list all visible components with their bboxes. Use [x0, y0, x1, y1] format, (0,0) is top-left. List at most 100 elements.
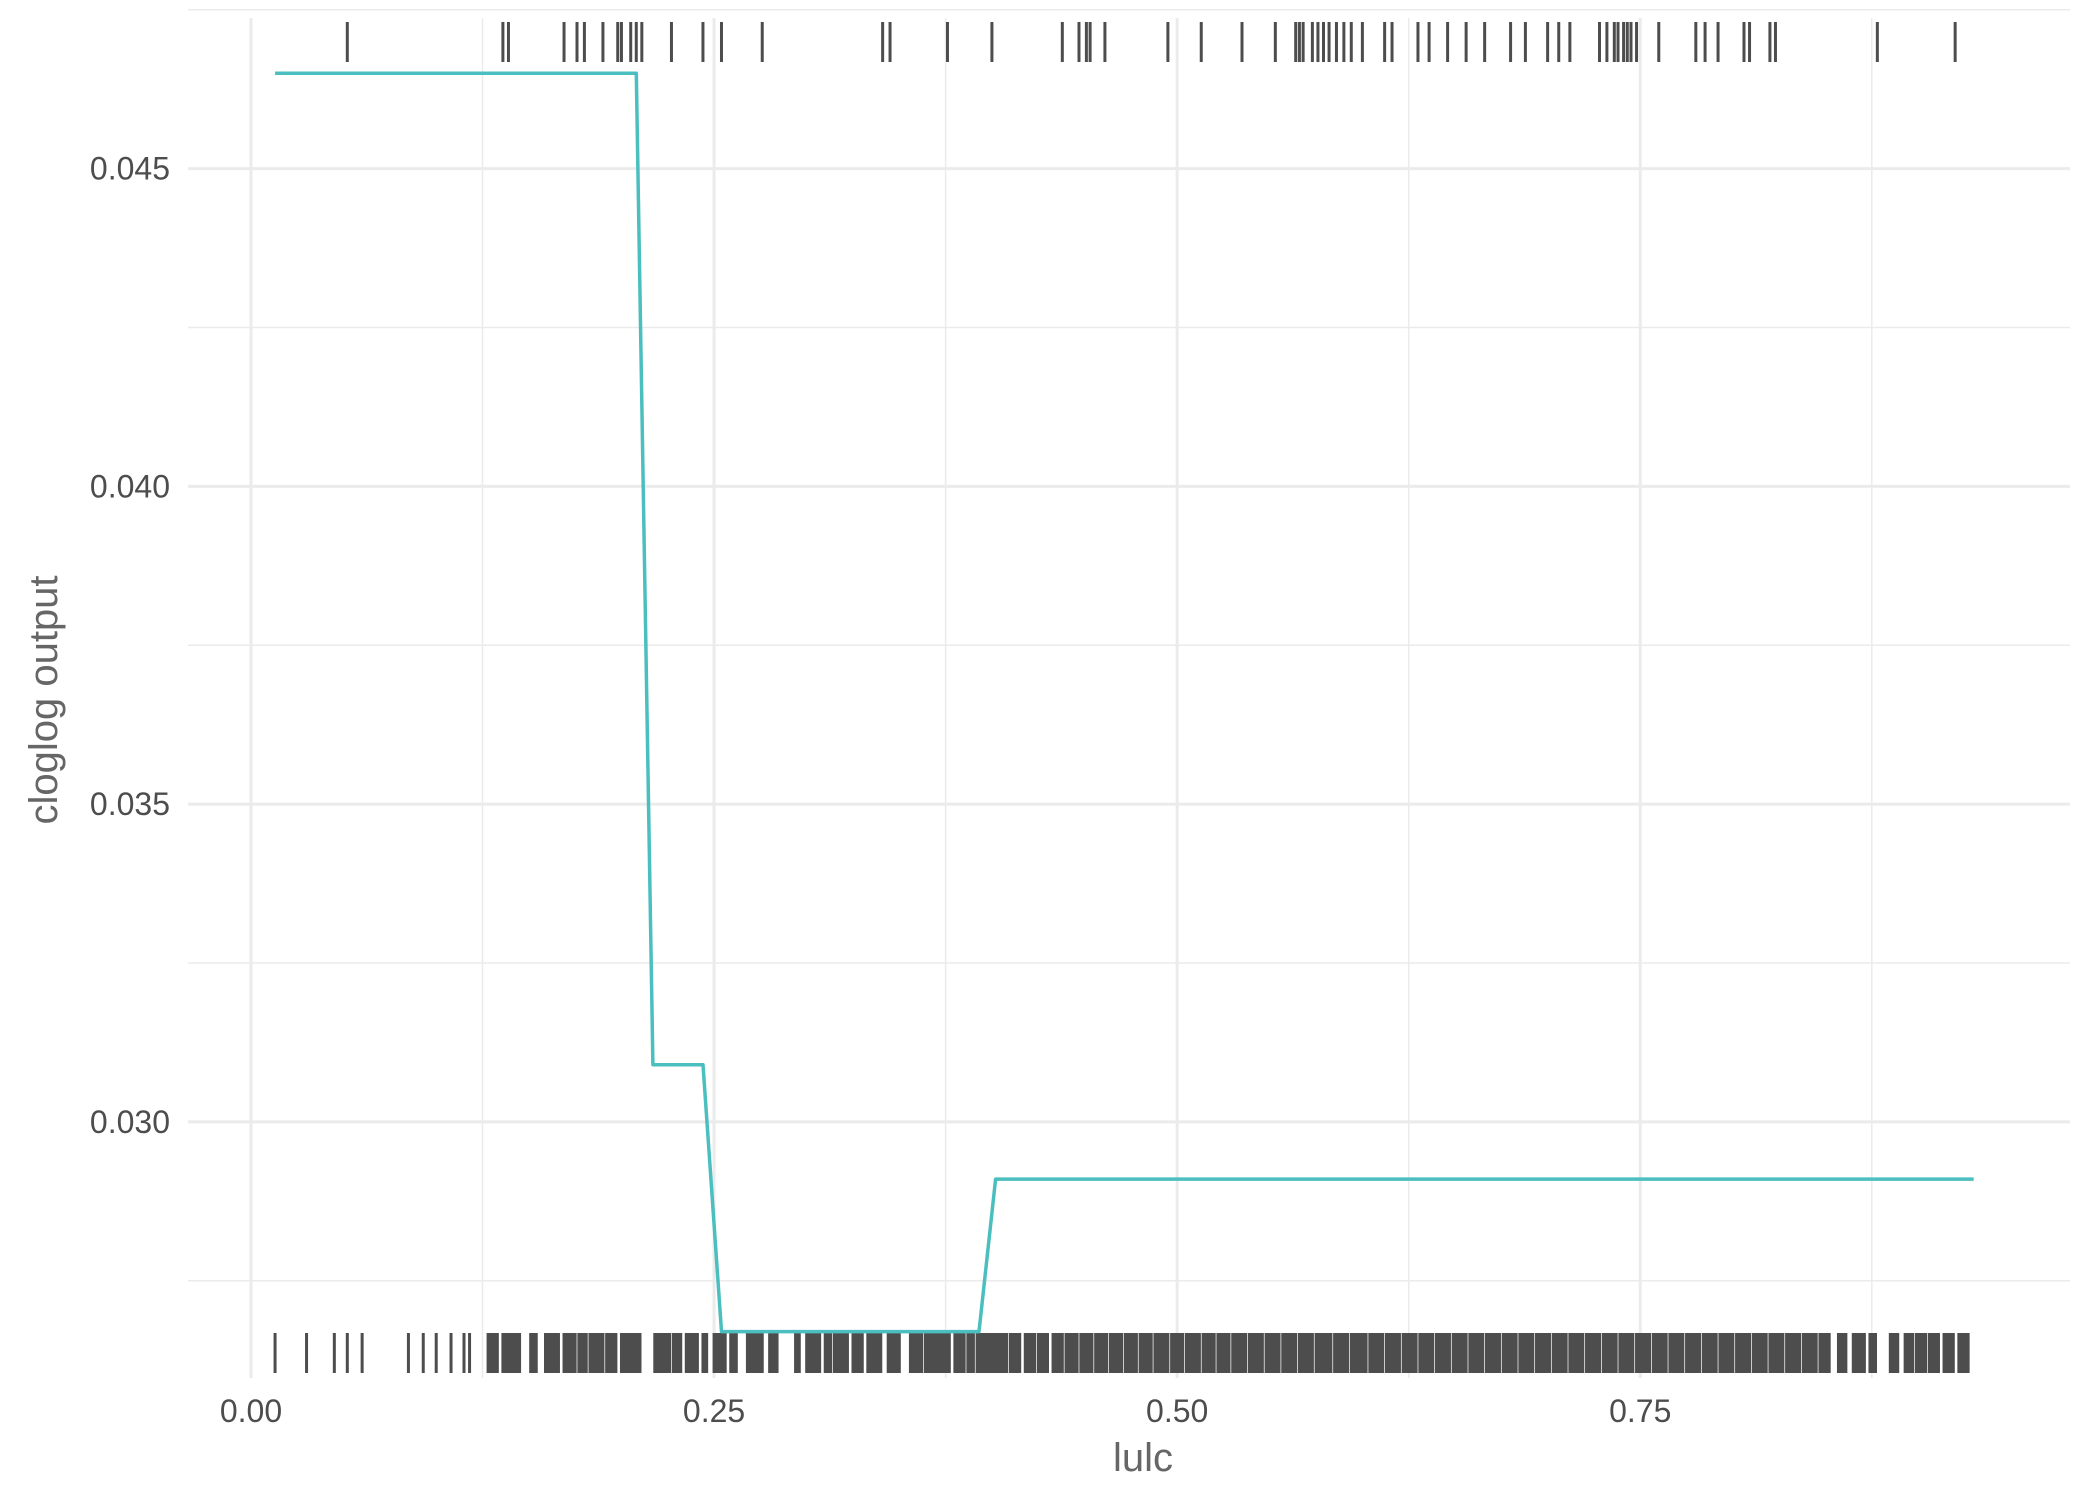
- rug-bottom-band: [1094, 1333, 1109, 1373]
- rug-bottom-band: [1231, 1333, 1248, 1373]
- rug-bottom-band: [1927, 1333, 1940, 1373]
- rug-bottom-band: [1485, 1333, 1501, 1373]
- rug-bottom-band: [1384, 1333, 1401, 1373]
- y-axis-title: cloglog output: [22, 575, 66, 824]
- rug-bottom-band: [851, 1333, 864, 1373]
- rug-bottom-band: [1751, 1333, 1768, 1373]
- rug-bottom-band: [729, 1333, 738, 1373]
- rug-bottom-band: [1601, 1333, 1618, 1373]
- rug-bottom-band: [1216, 1333, 1231, 1373]
- rug-bottom-band: [1618, 1333, 1635, 1373]
- rug-bottom-band: [701, 1333, 709, 1373]
- rug-bottom-band: [486, 1333, 499, 1373]
- rug-bottom-band: [501, 1333, 522, 1373]
- rug-bottom-band: [1942, 1333, 1955, 1373]
- rug-bottom-band: [1036, 1333, 1049, 1373]
- rug-bottom-band: [1418, 1333, 1435, 1373]
- rug-bottom-band: [866, 1333, 883, 1373]
- rug-bottom-band: [1064, 1333, 1079, 1373]
- rug-bottom-band: [1314, 1333, 1333, 1373]
- rug-bottom-band: [684, 1333, 699, 1373]
- rug-bottom-band: [794, 1333, 801, 1373]
- rug-bottom-band: [886, 1333, 901, 1373]
- x-tick-label: 0.50: [1146, 1393, 1208, 1429]
- rug-bottom-band: [671, 1333, 683, 1373]
- rug-bottom-band: [975, 1333, 1009, 1373]
- rug-bottom-band: [529, 1333, 538, 1373]
- rug-bottom-band: [1768, 1333, 1785, 1373]
- rug-bottom-band: [588, 1333, 605, 1373]
- x-tick-label: 0.75: [1609, 1393, 1671, 1429]
- y-axis-tick-labels: 0.030 0.035 0.040 0.045: [90, 151, 170, 1140]
- x-axis-title: lulc: [1113, 1436, 1173, 1480]
- rug-bottom-band: [1008, 1333, 1022, 1373]
- rug-bottom-band: [1434, 1333, 1451, 1373]
- y-tick-label: 0.030: [90, 1104, 170, 1140]
- rug-bottom-band: [832, 1333, 849, 1373]
- rug-bottom-band: [745, 1333, 764, 1373]
- rug-bottom-band: [1551, 1333, 1568, 1373]
- rug-bottom-band: [712, 1333, 727, 1373]
- y-tick-label: 0.040: [90, 468, 170, 504]
- rug-bottom-band: [1264, 1333, 1281, 1373]
- rug-bottom-band: [1818, 1333, 1831, 1373]
- rug-bottom-band: [823, 1333, 833, 1373]
- x-tick-label: 0.00: [220, 1393, 282, 1429]
- rug-bottom-band: [1701, 1333, 1718, 1373]
- rug-bottom-band: [1368, 1333, 1385, 1373]
- rug-bottom-band: [1297, 1333, 1314, 1373]
- rug-bottom-band: [1401, 1333, 1418, 1373]
- x-axis-tick-labels: 0.00 0.25 0.50 0.75: [220, 1393, 1672, 1429]
- rug-bottom-band: [1903, 1333, 1915, 1373]
- rug-bottom-band: [1535, 1333, 1551, 1373]
- rug-bottom-band: [562, 1333, 577, 1373]
- rug-bottom-band: [1635, 1333, 1652, 1373]
- rug-bottom-band: [923, 1333, 951, 1373]
- rug-bottom-band: [1836, 1333, 1848, 1373]
- rug-bottom-band: [619, 1333, 642, 1373]
- rug-bottom-band: [605, 1333, 618, 1373]
- rug-bottom-band: [1888, 1333, 1900, 1373]
- rug-bottom-band: [1957, 1333, 1970, 1373]
- rug-bottom-band: [1668, 1333, 1685, 1373]
- rug-bottom-band: [577, 1333, 588, 1373]
- rug-bottom-band: [1518, 1333, 1535, 1373]
- x-tick-label: 0.25: [683, 1393, 745, 1429]
- y-tick-label: 0.045: [90, 151, 170, 187]
- rug-bottom-band: [1184, 1333, 1201, 1373]
- rug-bottom-layer: [273, 1333, 1970, 1373]
- rug-bottom-band: [1685, 1333, 1702, 1373]
- rug-bottom-band: [1451, 1333, 1468, 1373]
- rug-bottom-band: [1568, 1333, 1585, 1373]
- rug-bottom-band: [1851, 1333, 1866, 1373]
- rug-bottom-band: [1138, 1333, 1153, 1373]
- rug-bottom-band: [1108, 1333, 1124, 1373]
- rug-bottom-band: [1735, 1333, 1752, 1373]
- rug-bottom-band: [953, 1333, 966, 1373]
- grid-layer: [188, 8, 2070, 1378]
- rug-bottom-band: [768, 1333, 779, 1373]
- response-curve: [275, 71, 1974, 1334]
- rug-bottom-band: [805, 1333, 822, 1373]
- rug-bottom-band: [1785, 1333, 1802, 1373]
- rug-bottom-band: [1868, 1333, 1878, 1373]
- rug-bottom-band: [1914, 1333, 1928, 1373]
- rug-bottom-band: [966, 1333, 975, 1373]
- rug-bottom-band: [1333, 1333, 1350, 1373]
- rug-bottom-band: [1501, 1333, 1518, 1373]
- rug-bottom-band: [1468, 1333, 1485, 1373]
- rug-bottom-band: [1281, 1333, 1298, 1373]
- rug-bottom-band: [1651, 1333, 1668, 1373]
- rug-bottom-band: [1023, 1333, 1037, 1373]
- rug-bottom-band: [1051, 1333, 1064, 1373]
- rug-bottom-band: [1123, 1333, 1138, 1373]
- rug-bottom-band: [1349, 1333, 1368, 1373]
- rug-bottom-band: [1585, 1333, 1601, 1373]
- rug-bottom-band: [1247, 1333, 1264, 1373]
- rug-bottom-band: [1153, 1333, 1170, 1373]
- rug-bottom-band: [544, 1333, 560, 1373]
- line-layer: [275, 71, 1974, 1334]
- rug-bottom-band: [653, 1333, 672, 1373]
- rug-top-layer: [345, 22, 1957, 62]
